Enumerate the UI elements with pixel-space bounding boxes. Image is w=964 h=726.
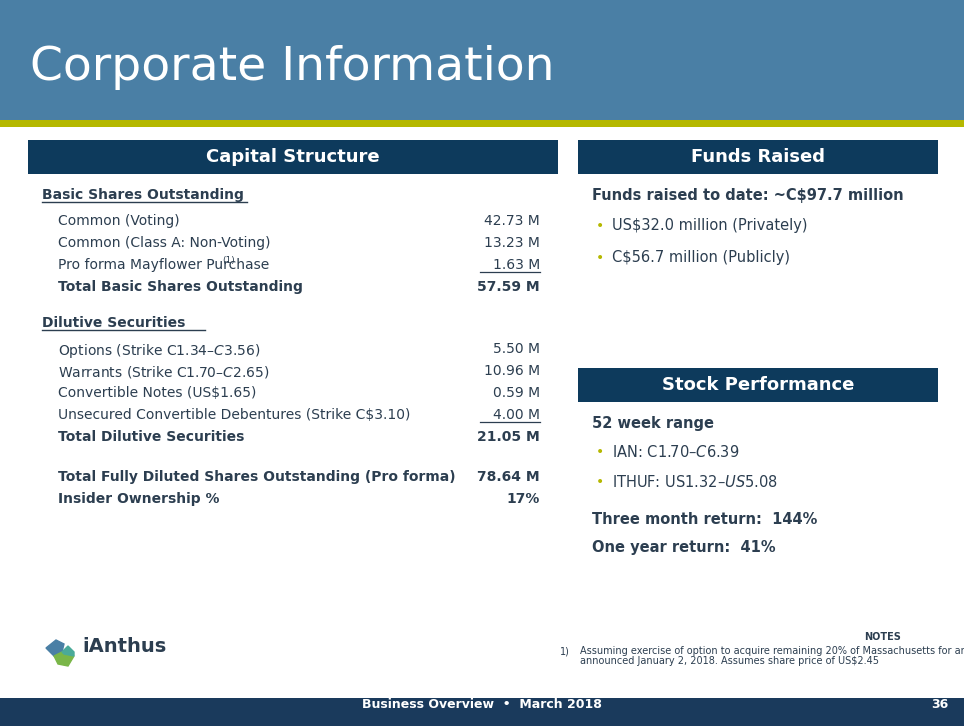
Text: IAN: C$1.70 – C$6.39: IAN: C$1.70 – C$6.39 <box>612 444 739 460</box>
Text: Capital Structure: Capital Structure <box>206 148 380 166</box>
Text: ITHUF: US$1.32 – US$5.08: ITHUF: US$1.32 – US$5.08 <box>612 474 778 490</box>
Bar <box>0 0 964 120</box>
Text: NOTES: NOTES <box>864 632 901 642</box>
Text: Funds Raised: Funds Raised <box>691 148 825 166</box>
Text: Options (Strike C$1.34 – C$3.56): Options (Strike C$1.34 – C$3.56) <box>58 342 260 360</box>
Text: 1.63 M: 1.63 M <box>493 258 540 272</box>
Text: Warrants (Strike C$1.70 – C$2.65): Warrants (Strike C$1.70 – C$2.65) <box>58 364 269 380</box>
Text: 78.64 M: 78.64 M <box>477 470 540 484</box>
Text: 1): 1) <box>560 646 570 656</box>
Text: Basic Shares Outstanding: Basic Shares Outstanding <box>42 188 244 202</box>
Text: US$32.0 million (Privately): US$32.0 million (Privately) <box>612 218 808 233</box>
Text: •: • <box>596 445 604 459</box>
Bar <box>28 140 558 174</box>
Text: announced January 2, 2018. Assumes share price of US$2.45: announced January 2, 2018. Assumes share… <box>580 656 879 666</box>
Text: Common (Voting): Common (Voting) <box>58 214 179 228</box>
Text: Business Overview  •  March 2018: Business Overview • March 2018 <box>362 698 602 711</box>
Text: Insider Ownership %: Insider Ownership % <box>58 492 220 506</box>
Text: Pro forma Mayflower Purchase: Pro forma Mayflower Purchase <box>58 258 269 272</box>
Text: Unsecured Convertible Debentures (Strike C$3.10): Unsecured Convertible Debentures (Strike… <box>58 408 411 422</box>
Text: Dilutive Securities: Dilutive Securities <box>42 316 185 330</box>
Bar <box>578 368 938 590</box>
Text: 57.59 M: 57.59 M <box>477 280 540 294</box>
Text: 52 week range: 52 week range <box>592 416 714 431</box>
Text: Three month return:  144%: Three month return: 144% <box>592 512 817 527</box>
Text: 42.73 M: 42.73 M <box>484 214 540 228</box>
Text: 10.96 M: 10.96 M <box>484 364 540 378</box>
Text: Corporate Information: Corporate Information <box>30 46 554 91</box>
Text: Common (Class A: Non-Voting): Common (Class A: Non-Voting) <box>58 236 271 250</box>
Text: 21.05 M: 21.05 M <box>477 430 540 444</box>
Text: •: • <box>596 251 604 265</box>
Polygon shape <box>46 640 64 656</box>
Polygon shape <box>54 652 74 666</box>
Text: One year return:  41%: One year return: 41% <box>592 540 776 555</box>
Text: Total Dilutive Securities: Total Dilutive Securities <box>58 430 245 444</box>
Text: 0.59 M: 0.59 M <box>493 386 540 400</box>
Text: 4.00 M: 4.00 M <box>493 408 540 422</box>
Bar <box>578 140 938 350</box>
Text: C$56.7 million (Publicly): C$56.7 million (Publicly) <box>612 250 790 265</box>
Bar <box>578 368 938 402</box>
Text: Assuming exercise of option to acquire remaining 20% of Massachusetts for an add: Assuming exercise of option to acquire r… <box>580 646 964 656</box>
Bar <box>28 140 558 590</box>
Text: Stock Performance: Stock Performance <box>662 376 854 394</box>
Text: Convertible Notes (US$1.65): Convertible Notes (US$1.65) <box>58 386 256 400</box>
Bar <box>0 698 964 726</box>
Text: 5.50 M: 5.50 M <box>493 342 540 356</box>
Text: iAnthus: iAnthus <box>82 637 166 656</box>
Bar <box>578 140 938 174</box>
Polygon shape <box>62 646 74 656</box>
Text: Total Basic Shares Outstanding: Total Basic Shares Outstanding <box>58 280 303 294</box>
Text: (1): (1) <box>222 256 234 265</box>
Text: •: • <box>596 219 604 233</box>
Text: 13.23 M: 13.23 M <box>484 236 540 250</box>
Bar <box>0 120 964 127</box>
Text: 36: 36 <box>931 698 949 711</box>
Text: Total Fully Diluted Shares Outstanding (Pro forma): Total Fully Diluted Shares Outstanding (… <box>58 470 456 484</box>
Text: •: • <box>596 475 604 489</box>
Text: Funds raised to date: ~C$97.7 million: Funds raised to date: ~C$97.7 million <box>592 188 903 203</box>
Text: 17%: 17% <box>507 492 540 506</box>
